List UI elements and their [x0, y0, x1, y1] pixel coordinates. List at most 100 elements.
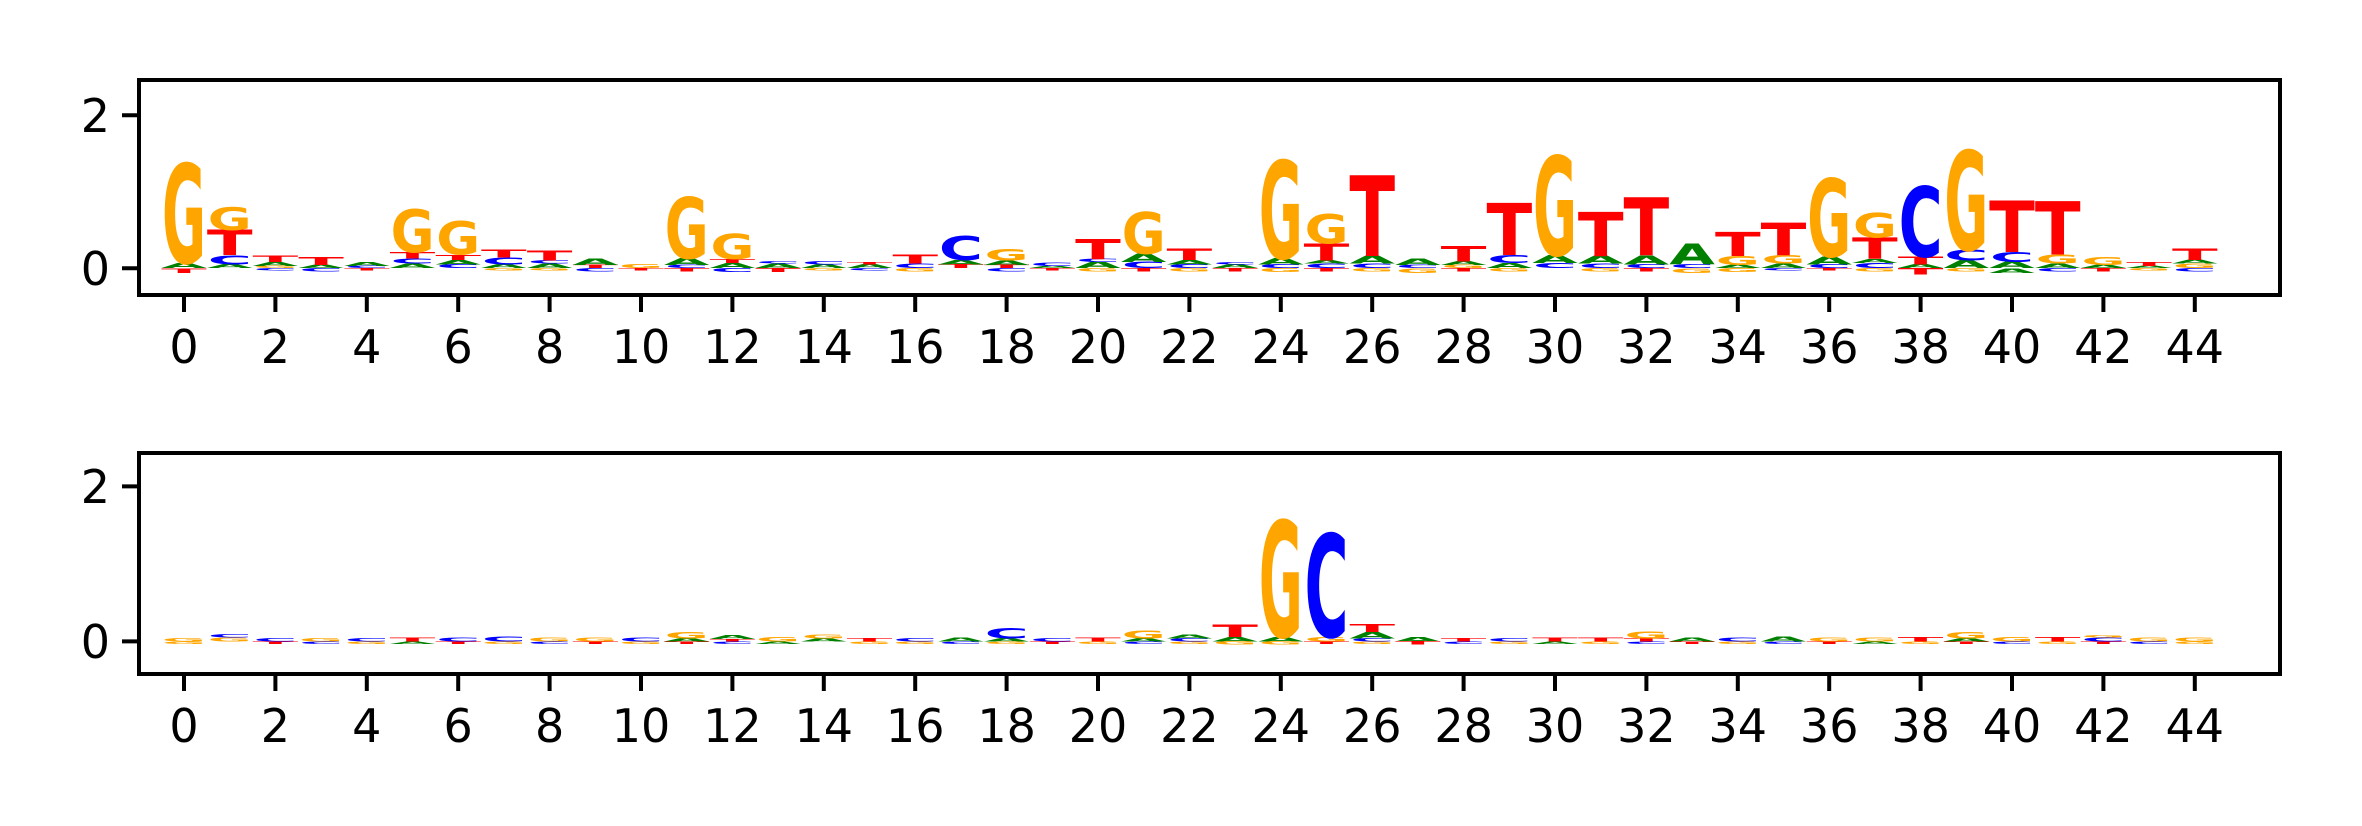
x-tick-label: 32	[1617, 320, 1676, 374]
logo-letter-G: G	[162, 641, 206, 645]
logo-letter-C: C	[299, 268, 343, 273]
logo-letter-A: A	[1715, 264, 1762, 269]
logo-letter-T: T	[1989, 188, 2035, 270]
logo-letter-T: T	[1075, 234, 1121, 265]
logo-letter-A: A	[1029, 265, 1076, 269]
logo-letter-G: G	[208, 636, 252, 642]
logo-letter-A: A	[1349, 630, 1395, 640]
logo-letter-A: A	[1578, 254, 1624, 266]
x-tick-label: 34	[1709, 320, 1768, 374]
logo-letter-C: C	[1304, 262, 1348, 269]
logo-letter-C: C	[1122, 641, 1166, 645]
logo-letter-C: C	[985, 268, 1029, 273]
logo-letter-A: A	[1486, 261, 1532, 270]
logo-letter-G: G	[1990, 636, 2034, 643]
x-tick-label: 20	[1069, 320, 1128, 374]
logo-letter-G: G	[2127, 268, 2171, 272]
logo-letter-C: C	[1670, 263, 1714, 269]
logo-letter-T: T	[344, 268, 391, 272]
logo-letter-C: C	[619, 637, 663, 643]
logo-letter-T: T	[1806, 641, 1853, 645]
logo-letter-A: A	[1898, 263, 1944, 269]
logo-letter-G: G	[2081, 635, 2125, 639]
logo-letter-C: C	[2127, 641, 2171, 645]
logo-letter-A: A	[1441, 260, 1487, 266]
logo-letter-T: T	[984, 264, 1031, 269]
logo-letter-C: C	[1167, 638, 1211, 643]
logo-letter-T: T	[2081, 641, 2128, 645]
logo-letter-A: A	[938, 259, 984, 266]
logo-letter-T: T	[253, 255, 299, 265]
logo-letter-A: A	[2081, 264, 2128, 269]
logo-letter-C: C	[756, 261, 800, 265]
logo-letter-A: A	[1852, 641, 1899, 645]
logo-letter-A: A	[1212, 635, 1258, 642]
logo-letter-G: G	[1762, 253, 1806, 266]
logo-letter-A: A	[1761, 262, 1807, 269]
logo-letter-T: T	[1167, 246, 1213, 264]
logo-letter-T: T	[1349, 622, 1395, 634]
logo-letter-C: C	[1990, 641, 2034, 645]
x-tick-label: 18	[977, 699, 1036, 753]
logo-letter-A: A	[1806, 255, 1852, 267]
logo-letter-T: T	[1761, 215, 1807, 266]
logo-letter-G: G	[162, 138, 206, 296]
logo-letter-A: A	[161, 261, 207, 270]
x-tick-label: 10	[612, 320, 671, 374]
logo-letter-A: A	[527, 262, 573, 269]
x-tick-label: 16	[886, 699, 945, 753]
logo-letter-C: C	[1487, 253, 1531, 265]
logo-letter-T: T	[710, 639, 757, 643]
logo-letter-G: G	[1807, 636, 1851, 642]
x-tick-label: 44	[2166, 320, 2225, 374]
logo-letter-T: T	[527, 248, 573, 264]
logo-letter-C: C	[1030, 262, 1074, 267]
logo-letter-T: T	[1532, 637, 1579, 643]
logo-letter-T: T	[207, 223, 253, 264]
x-tick-label: 28	[1434, 320, 1493, 374]
logo-letter-G: G	[1716, 254, 1760, 269]
x-tick-label: 4	[352, 320, 381, 374]
logo-letter-C: C	[1716, 637, 1760, 643]
logo-letter-C: C	[208, 253, 252, 268]
logo-letter-C: C	[482, 635, 526, 644]
logo-letter-A: A	[1669, 636, 1715, 642]
logo-letter-G: G	[1213, 641, 1257, 646]
logo-letter-A: A	[2172, 259, 2218, 265]
logo-letter-G: G	[208, 201, 252, 238]
logo-letter-C: C	[893, 638, 937, 643]
logo-letter-A: A	[390, 641, 437, 645]
logo-letter-T: T	[1075, 637, 1122, 643]
logo-letter-C: C	[1899, 167, 1943, 280]
logo-letter-C: C	[2036, 268, 2080, 273]
logo-letter-T: T	[1943, 641, 1990, 645]
logo-letter-T: T	[664, 641, 711, 645]
x-tick-label: 0	[169, 699, 198, 753]
logo-letter-T: T	[664, 267, 711, 272]
x-tick-label: 6	[444, 320, 473, 374]
logo-letter-C: C	[299, 641, 343, 645]
logo-letter-A: A	[253, 261, 299, 267]
logo-letter-T: T	[1029, 268, 1076, 272]
logo-letter-G: G	[665, 631, 709, 641]
logo-letter-A: A	[1395, 257, 1441, 267]
x-tick-label: 26	[1343, 699, 1402, 753]
logo-letter-A: A	[755, 641, 802, 645]
logo-letter-T: T	[1441, 242, 1487, 267]
logo-letter-A: A	[664, 256, 710, 267]
logo-letter-C: C	[1396, 264, 1440, 269]
logo-letter-G: G	[1487, 267, 1531, 272]
logo-letter-C: C	[710, 641, 754, 645]
logo-letter-A: A	[755, 262, 801, 269]
x-tick-label: 30	[1526, 699, 1585, 753]
logo-letter-G: G	[1487, 641, 1531, 645]
x-tick-label: 14	[795, 320, 854, 374]
logo-letter-G: G	[802, 633, 846, 639]
logo-letter-G: G	[985, 246, 1029, 264]
logo-letter-G: G	[802, 268, 846, 272]
logo-letter-A: A	[2126, 265, 2173, 269]
logo-letter-G: G	[1853, 267, 1897, 272]
